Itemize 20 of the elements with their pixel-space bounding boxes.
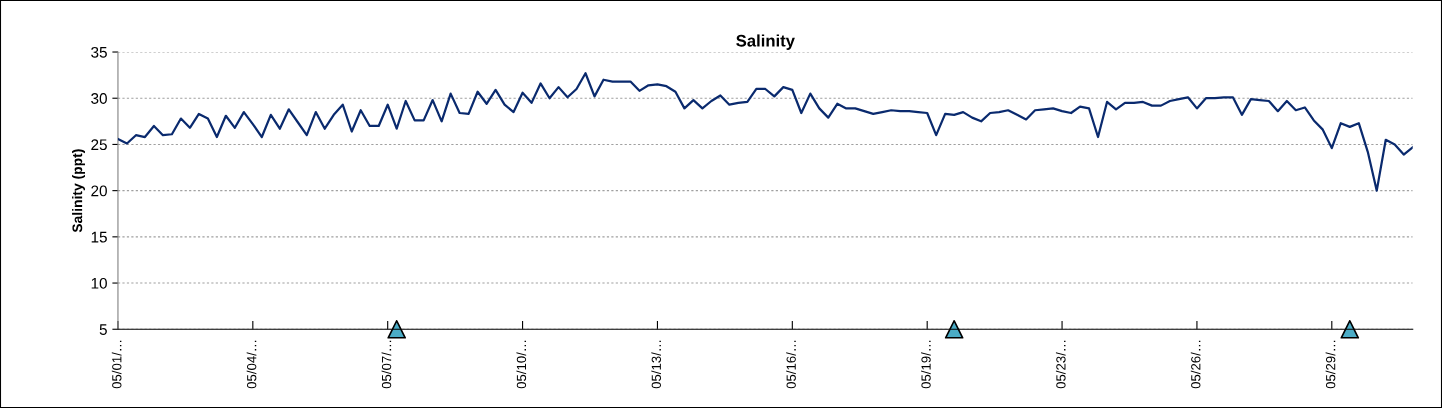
y-tick-label: 30	[91, 93, 107, 104]
x-tick-label: 05/23/…	[1055, 340, 1066, 389]
y-tick-label: 10	[91, 277, 107, 289]
y-tick-label: 20	[91, 185, 107, 197]
x-tick-label: 05/07/…	[381, 340, 392, 389]
x-tick-label: 05/29/…	[1325, 340, 1336, 389]
line-series	[117, 72, 1413, 192]
x-tick-label: 05/19/…	[921, 340, 931, 389]
x-tick-label: 05/04/…	[246, 340, 257, 389]
x-tick-label: 05/26/…	[1190, 340, 1201, 389]
y-tick-label: 5	[99, 324, 107, 335]
x-tick-label: 05/01/…	[111, 340, 122, 389]
chart-title: Salinity	[736, 34, 795, 50]
y-tick-label: 25	[91, 139, 107, 151]
x-tick-label: 05/16/…	[786, 340, 796, 389]
y-axis-title: Salinity (ppt)	[72, 149, 85, 233]
y-tick-label: 15	[91, 231, 107, 243]
x-tick-label: 05/13/…	[651, 340, 661, 389]
y-tick-label: 35	[91, 46, 107, 58]
x-tick-label: 05/10/…	[516, 340, 527, 389]
